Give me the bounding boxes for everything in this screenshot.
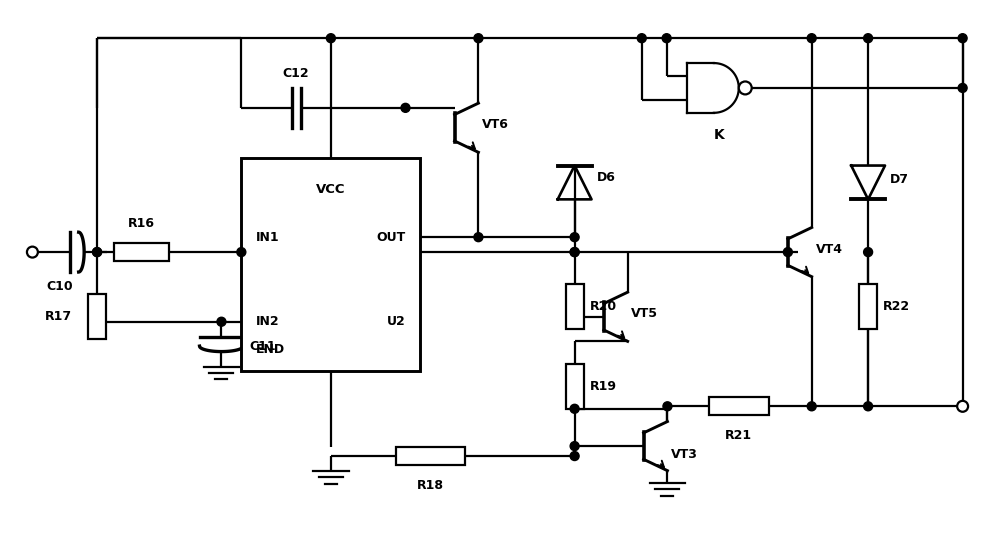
Text: VT6: VT6	[482, 118, 509, 131]
Bar	[396, 447, 465, 465]
Circle shape	[474, 233, 483, 242]
Bar	[88, 294, 106, 339]
Circle shape	[637, 34, 646, 43]
Text: C11: C11	[249, 340, 276, 353]
Text: R18: R18	[417, 479, 444, 492]
Text: R21: R21	[725, 429, 752, 442]
Text: D7: D7	[890, 173, 909, 186]
Circle shape	[570, 404, 579, 413]
Text: U2: U2	[387, 315, 405, 328]
Text: END: END	[256, 343, 285, 356]
Text: R22: R22	[883, 300, 910, 313]
Circle shape	[570, 442, 579, 450]
Circle shape	[864, 34, 873, 43]
Circle shape	[957, 401, 968, 412]
Text: VT3: VT3	[671, 448, 698, 461]
Circle shape	[864, 402, 873, 411]
Circle shape	[93, 248, 102, 256]
Circle shape	[217, 317, 226, 326]
Circle shape	[864, 248, 873, 256]
Bar	[114, 243, 169, 261]
Circle shape	[807, 402, 816, 411]
Circle shape	[27, 247, 38, 257]
Circle shape	[237, 248, 246, 256]
Circle shape	[474, 34, 483, 43]
Circle shape	[807, 34, 816, 43]
Text: OUT: OUT	[376, 231, 405, 244]
Circle shape	[958, 83, 967, 93]
Circle shape	[570, 248, 579, 256]
Bar	[566, 364, 584, 409]
Text: IN2: IN2	[256, 315, 280, 328]
Text: VT5: VT5	[631, 307, 658, 320]
Text: R17: R17	[45, 310, 72, 323]
Text: C12: C12	[283, 67, 309, 80]
Bar	[709, 397, 769, 415]
Bar	[566, 285, 584, 329]
Circle shape	[570, 451, 579, 461]
Bar	[859, 285, 877, 329]
Bar	[241, 158, 420, 371]
Text: VCC: VCC	[316, 183, 346, 196]
Text: C10: C10	[46, 280, 73, 293]
Text: VT4: VT4	[815, 243, 842, 256]
Circle shape	[662, 34, 671, 43]
Circle shape	[663, 402, 672, 411]
Text: R19: R19	[590, 380, 617, 393]
Text: R16: R16	[128, 217, 155, 230]
Circle shape	[739, 81, 752, 94]
Text: IN1: IN1	[256, 231, 280, 244]
Circle shape	[401, 104, 410, 112]
Circle shape	[570, 248, 579, 256]
Circle shape	[326, 34, 335, 43]
Circle shape	[783, 248, 792, 256]
Circle shape	[570, 233, 579, 242]
Circle shape	[958, 34, 967, 43]
Circle shape	[93, 248, 102, 256]
Text: D6: D6	[597, 171, 615, 184]
Text: K: K	[713, 128, 724, 142]
Text: R20: R20	[590, 300, 617, 313]
